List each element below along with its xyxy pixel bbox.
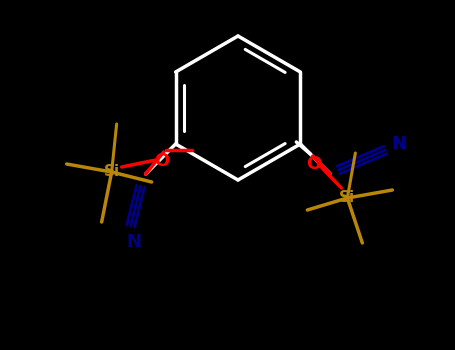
Text: N: N: [126, 233, 141, 251]
Text: O: O: [306, 155, 321, 173]
Text: O: O: [154, 152, 169, 170]
Text: N: N: [392, 135, 407, 153]
Text: Si: Si: [104, 164, 120, 180]
Text: Si: Si: [339, 190, 355, 205]
